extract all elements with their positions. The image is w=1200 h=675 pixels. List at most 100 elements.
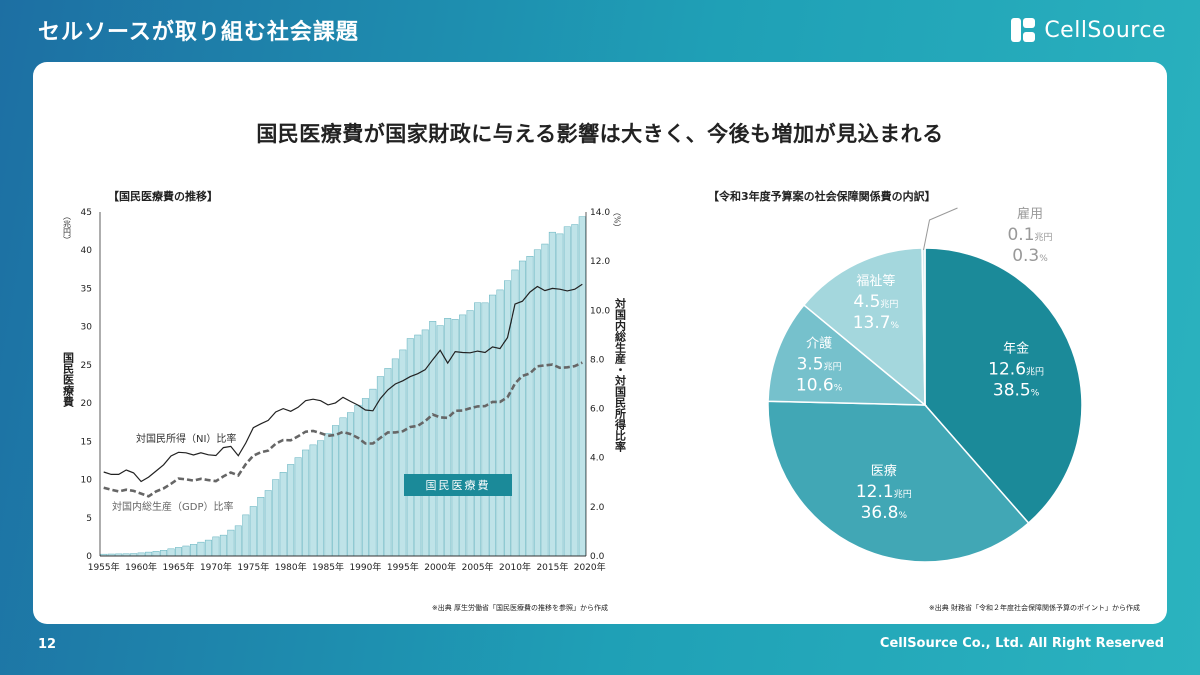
bar-chart-y2-unit: （%） <box>613 208 622 232</box>
medical-cost-bar <box>339 417 347 557</box>
medical-cost-bar <box>578 216 586 557</box>
medical-cost-bar <box>384 368 392 557</box>
pie-value-number: 12.1 <box>856 482 894 502</box>
medical-cost-bar <box>444 318 452 557</box>
x-tick-label: 1970年 <box>200 561 232 573</box>
gdp-ratio-line <box>103 361 583 498</box>
medical-cost-bar <box>369 388 377 557</box>
y-tick-label: 35 <box>81 284 92 294</box>
medical-cost-bar <box>406 338 414 557</box>
pie-slice-value: 12.6兆円 <box>988 360 1044 380</box>
medical-cost-bar <box>152 551 160 557</box>
y2-tick-label: 6.0 <box>590 405 605 415</box>
x-tick-label: 2020年 <box>574 561 606 573</box>
ni-line-annotation: 対国民所得（NI）比率 <box>136 432 236 445</box>
x-tick-label: 1955年 <box>88 561 120 573</box>
pie-slice-value: 4.5兆円 <box>853 292 898 312</box>
medical-cost-bar <box>548 231 556 557</box>
medical-cost-bar <box>556 233 564 557</box>
y2-tick-label: 4.0 <box>590 454 605 464</box>
x-tick-label: 1980年 <box>275 561 307 573</box>
medical-cost-bar <box>391 358 399 557</box>
y-tick-label: 15 <box>81 437 92 447</box>
medical-cost-bar <box>234 525 242 557</box>
medical-cost-bar <box>496 289 504 557</box>
pie-value-number: 3.5 <box>797 355 824 375</box>
medical-cost-bar <box>504 280 511 557</box>
pie-value-number: 12.6 <box>988 360 1026 380</box>
medical-cost-bar <box>167 548 175 557</box>
pie-chart-source: ※出典 財務省「令和２年度社会保障関係予算のポイント」から作成 <box>929 603 1140 612</box>
medical-cost-bar <box>421 329 429 557</box>
medical-cost-bar <box>212 536 220 557</box>
medical-cost-label-box <box>404 474 512 496</box>
medical-cost-bar <box>571 224 579 557</box>
medical-cost-bar <box>145 551 153 557</box>
medical-cost-bar <box>376 376 384 557</box>
pie-percent-number: 0.3 <box>1012 246 1039 266</box>
medical-cost-bar <box>219 534 227 557</box>
medical-cost-bar <box>526 256 534 557</box>
medical-cost-bar <box>361 398 369 557</box>
pie-percent-unit: % <box>898 511 907 521</box>
y-tick-label: 10 <box>81 476 93 486</box>
x-tick-label: 1990年 <box>349 561 381 573</box>
medical-cost-bar <box>287 464 295 557</box>
y-tick-label: 40 <box>81 246 93 256</box>
x-tick-label: 2005年 <box>462 561 494 573</box>
gdp-line-annotation: 対国内総生産（GDP）比率 <box>112 500 233 513</box>
y-tick-label: 25 <box>81 361 92 371</box>
pie-percent-unit: % <box>1031 389 1040 399</box>
medical-cost-bar <box>279 472 287 557</box>
pie-slice-value: 3.5兆円 <box>797 355 842 375</box>
pie-percent-number: 13.7 <box>853 313 891 333</box>
ni-ratio-line <box>103 283 583 483</box>
x-tick-label: 1975年 <box>237 561 269 573</box>
bar-chart-y-unit: （兆円） <box>63 212 72 244</box>
slide-title: セルソースが取り組む社会課題 <box>38 20 359 45</box>
medical-cost-bar <box>242 514 250 557</box>
page-number: 12 <box>38 637 57 652</box>
pie-slice-percent: 10.6% <box>796 376 843 396</box>
medical-cost-bar <box>204 539 212 557</box>
pie-slice-percent: 13.7% <box>853 313 900 333</box>
x-tick-label: 1960年 <box>125 561 157 573</box>
pie-slice-label: 年金 <box>1003 341 1029 357</box>
pie-value-number: 4.5 <box>853 292 880 312</box>
y2-tick-label: 0.0 <box>590 552 605 562</box>
y2-tick-label: 14.0 <box>590 208 610 218</box>
medical-cost-bar <box>436 325 444 557</box>
medical-cost-bar <box>324 433 332 557</box>
pie-slice <box>767 303 928 406</box>
bar-chart-ylabel: 国民医療費 <box>62 352 76 408</box>
y2-tick-label: 8.0 <box>590 355 605 365</box>
y-tick-label: 5 <box>86 514 92 524</box>
pie-percent-unit: % <box>1039 254 1048 264</box>
bar-chart-y2label: 対国内総生産・対国民所得比率 <box>614 297 628 453</box>
pie-percent-number: 36.8 <box>861 503 899 523</box>
x-tick-label: 2000年 <box>424 561 456 573</box>
pie-percent-number: 10.6 <box>796 376 834 396</box>
pie-slice <box>767 400 1030 563</box>
pie-value-unit: 兆円 <box>880 299 898 310</box>
medical-cost-bar <box>182 545 190 557</box>
pie-slice-percent: 0.3% <box>1012 246 1048 266</box>
pie-slice <box>924 247 1083 525</box>
headline: 国民医療費が国家財政に与える影響は大きく、今後も増加が見込まれる <box>256 122 944 146</box>
y-tick-label: 45 <box>81 208 92 218</box>
medical-cost-bar <box>175 547 183 557</box>
pie-percent-unit: % <box>891 321 900 331</box>
cellsource-logo-icon <box>1011 18 1036 42</box>
medical-cost-bar <box>414 334 422 557</box>
medical-cost-bar <box>317 440 325 557</box>
x-tick-label: 1965年 <box>163 561 195 573</box>
medical-cost-bar <box>227 529 235 557</box>
pie-slice-percent: 38.5% <box>993 381 1040 401</box>
x-tick-label: 2015年 <box>536 561 568 573</box>
y-tick-label: 20 <box>81 399 93 409</box>
medical-cost-bar <box>272 479 280 557</box>
pie-slice-label: 医療 <box>871 464 897 479</box>
medical-cost-bar <box>257 497 265 557</box>
x-tick-label: 2010年 <box>499 561 531 573</box>
